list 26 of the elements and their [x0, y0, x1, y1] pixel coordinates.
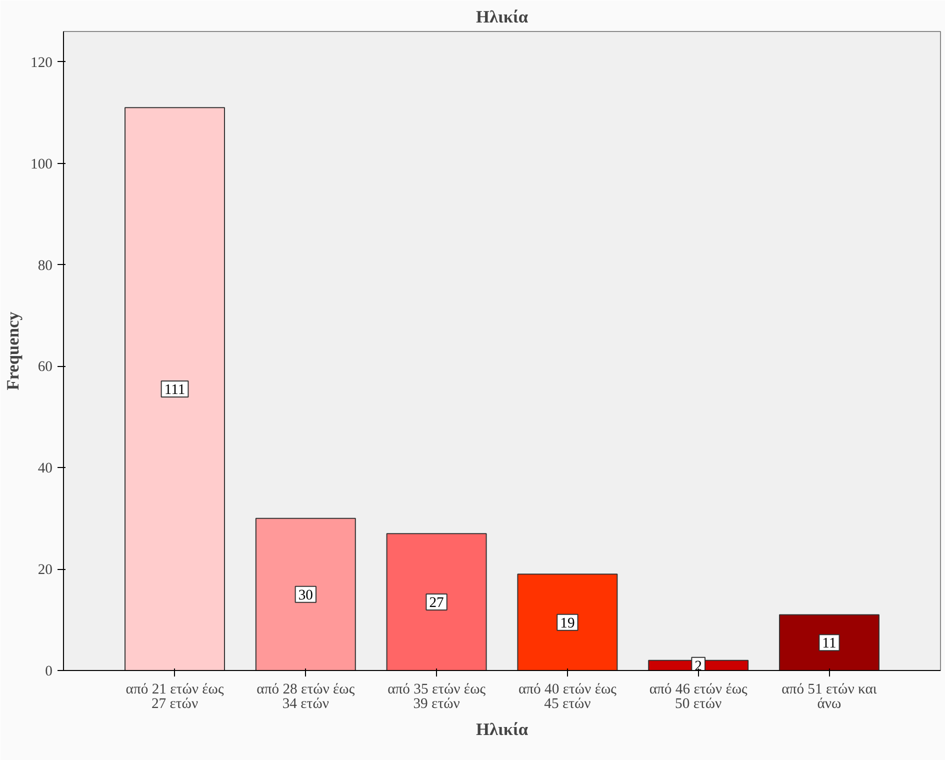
bar: [779, 614, 880, 670]
data-label: 30: [298, 587, 313, 604]
x-tick-label: από 46 ετών έως 50 ετών: [649, 682, 748, 712]
x-tick-label: από 28 ετών έως 34 ετών: [256, 682, 355, 712]
data-label: 111: [164, 382, 186, 398]
bar: [517, 574, 618, 670]
data-label: 11: [822, 636, 836, 652]
bar: [255, 518, 356, 670]
y-tick-label: 0: [45, 664, 52, 680]
chart-title: Ηλικία: [476, 8, 528, 26]
y-tick-label: 60: [38, 359, 52, 376]
y-tick-label: 80: [38, 258, 52, 274]
y-tick-label: 20: [38, 562, 52, 578]
x-tick-label: από 40 ετών έως 45 ετών: [518, 682, 617, 712]
y-tick-label: 100: [30, 156, 52, 172]
bar: [124, 107, 225, 670]
data-label: 19: [560, 615, 575, 632]
data-label: 27: [429, 595, 444, 612]
y-tick-label: 120: [30, 54, 52, 71]
x-tick-label: από 21 ετών έως 27 ετών: [126, 682, 224, 712]
x-tick-label: από 35 ετών έως 39 ετών: [388, 682, 486, 712]
x-tick-label: από 51 ετών και άνω: [782, 682, 877, 712]
bar: [386, 533, 487, 670]
y-axis-title: Frequency: [4, 311, 23, 390]
x-axis-title: Ηλικία: [476, 720, 528, 739]
y-tick-label: 40: [38, 460, 52, 477]
